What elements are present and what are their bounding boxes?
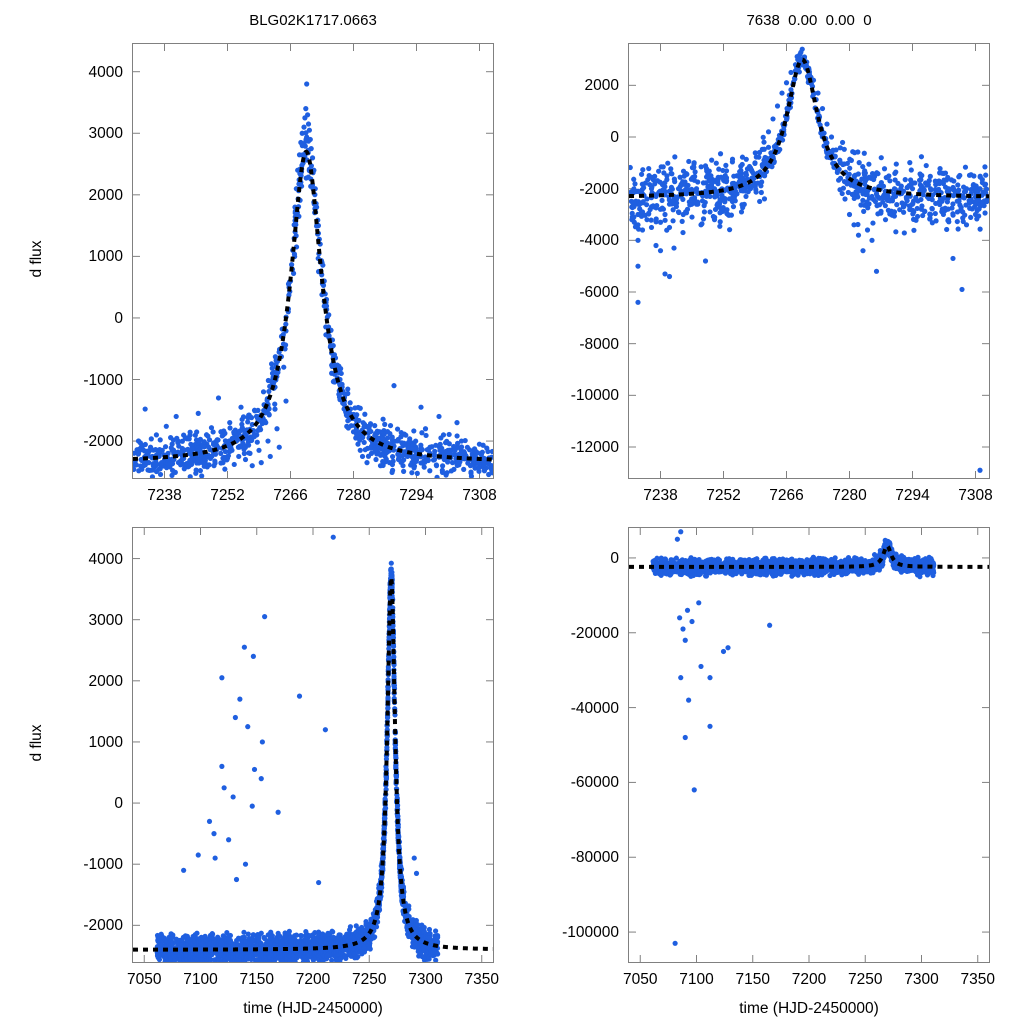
x-tick-label: 7300 <box>904 971 939 988</box>
y-tick-label: 4000 <box>88 550 123 568</box>
x-axis-label-bottom-left: time (HJD-2450000) <box>243 1000 383 1017</box>
x-tick-label: 7100 <box>183 971 218 988</box>
panel-bottom-left <box>132 527 494 963</box>
plot-frame-top-right <box>628 43 990 479</box>
plot-area-bottom-left <box>133 528 493 962</box>
plot-area-bottom-right <box>629 528 989 962</box>
y-tick-label: -10000 <box>570 387 619 405</box>
y-tick-label: -80000 <box>570 849 619 867</box>
x-axis-label-bottom-right: time (HJD-2450000) <box>739 1000 879 1017</box>
y-tick-label: 4000 <box>88 63 123 81</box>
x-tick-label: 7252 <box>706 487 741 504</box>
x-tick-label: 7280 <box>832 487 867 504</box>
panel-bottom-right <box>628 527 990 963</box>
y-tick-label: -40000 <box>570 699 619 717</box>
x-tick-label: 7350 <box>464 971 499 988</box>
y-tick-label: -20000 <box>570 624 619 642</box>
y-tick-label: -8000 <box>579 335 619 353</box>
y-tick-label: -1000 <box>83 371 123 389</box>
x-tick-label: 7300 <box>408 971 443 988</box>
y-tick-label: 3000 <box>88 611 123 629</box>
y-tick-label: 2000 <box>584 77 619 95</box>
y-tick-label: -2000 <box>83 433 123 451</box>
y-tick-label: 0 <box>610 549 619 567</box>
x-tick-label: 7150 <box>239 971 274 988</box>
y-tick-label: -12000 <box>570 439 619 456</box>
plot-frame-bottom-left <box>132 527 494 963</box>
y-tick-label: 1000 <box>88 733 123 751</box>
plot-frame-bottom-right <box>628 527 990 963</box>
y-tick-label: -2000 <box>579 180 619 198</box>
x-tick-label: 7294 <box>895 487 930 504</box>
y-tick-label: -60000 <box>570 774 619 792</box>
x-tick-label: 7100 <box>679 971 714 988</box>
y-tick-label: 0 <box>610 129 619 146</box>
panel-top-left <box>132 43 494 479</box>
x-tick-label: 7266 <box>769 487 804 504</box>
panel-top-right <box>628 43 990 479</box>
x-tick-label: 7238 <box>147 487 182 504</box>
plot-area-top-right <box>629 44 989 478</box>
x-tick-label: 7280 <box>336 487 371 504</box>
x-tick-label: 7308 <box>462 487 497 504</box>
y-tick-label: 2000 <box>88 672 123 690</box>
x-tick-label: 7200 <box>295 971 331 988</box>
y-tick-label: -1000 <box>83 856 123 874</box>
x-tick-label: 7050 <box>127 971 162 988</box>
x-tick-label: 7308 <box>958 487 993 504</box>
x-tick-label: 7294 <box>399 487 434 504</box>
y-tick-label: 0 <box>114 309 123 327</box>
y-tick-label: 2000 <box>88 186 123 204</box>
y-tick-label: 1000 <box>88 248 123 266</box>
plot-area-top-left <box>133 44 493 478</box>
x-tick-label: 7200 <box>791 971 827 988</box>
y-tick-label: -100000 <box>562 924 619 942</box>
y-tick-label: 0 <box>114 795 123 813</box>
x-tick-label: 7050 <box>623 971 658 988</box>
y-tick-label: -6000 <box>579 284 619 301</box>
plot-frame-top-left <box>132 43 494 479</box>
y-tick-label: 3000 <box>88 125 123 143</box>
y-tick-label: -2000 <box>83 917 123 935</box>
x-tick-label: 7350 <box>960 971 995 988</box>
x-tick-label: 7250 <box>848 971 883 988</box>
y-tick-label: -4000 <box>579 232 619 250</box>
x-tick-label: 7250 <box>352 971 387 988</box>
x-tick-label: 7238 <box>643 487 678 504</box>
panel-title-top-left: BLG02K1717.0663 <box>249 12 377 29</box>
x-tick-label: 7150 <box>735 971 770 988</box>
x-tick-label: 7252 <box>210 487 245 504</box>
x-tick-label: 7266 <box>273 487 308 504</box>
panel-title-top-right: 7638 0.00 0.00 0 <box>746 12 872 29</box>
